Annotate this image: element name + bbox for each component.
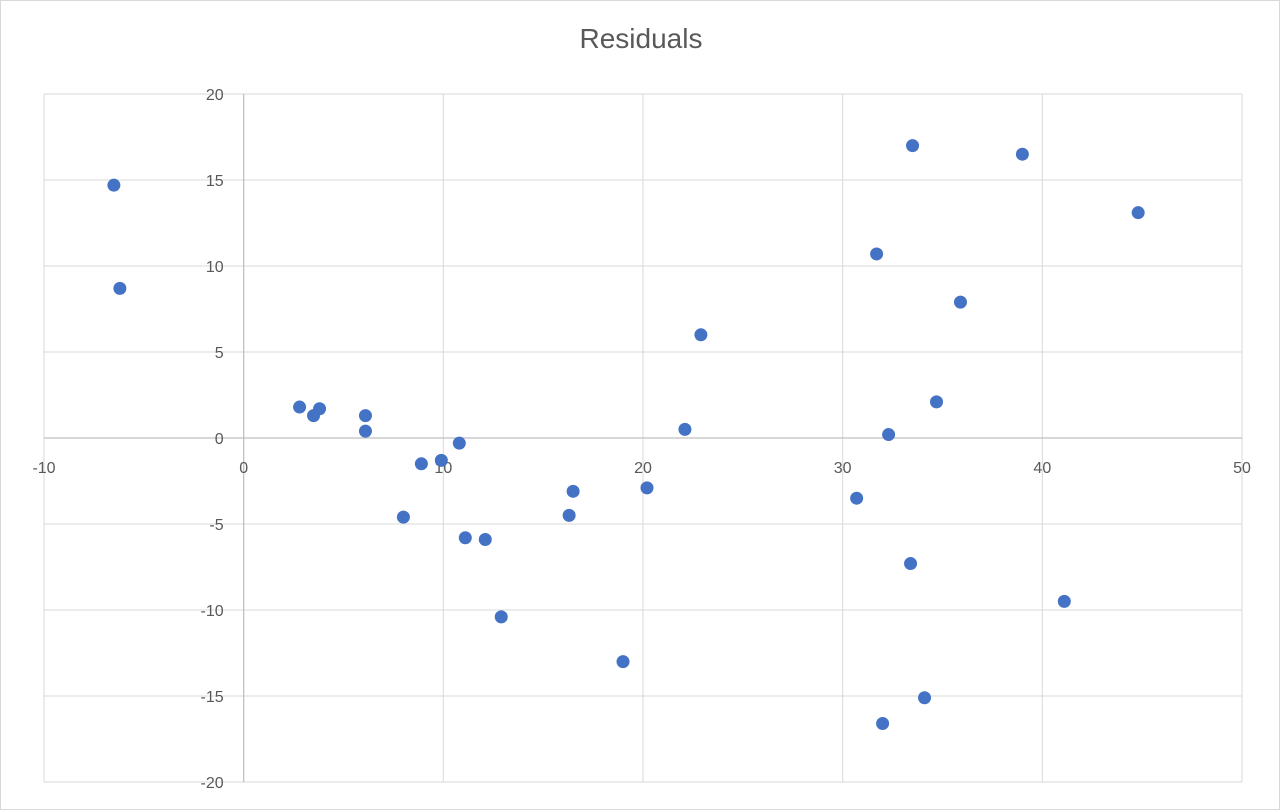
x-tick-label: 50 [1233,460,1251,477]
data-point [313,402,327,416]
data-point [396,510,410,524]
data-point [953,295,967,309]
data-point [494,610,508,624]
y-tick-label: 15 [206,173,224,190]
data-point [452,436,466,450]
y-tick-label: 10 [206,259,224,276]
y-tick-label: 20 [206,87,224,104]
y-tick-label: 0 [215,431,224,448]
data-point [566,484,580,498]
y-tick-label: -10 [201,603,224,620]
data-point [870,247,884,261]
data-point [107,178,121,192]
data-point [678,422,692,436]
data-point [616,655,630,669]
data-point [1015,147,1029,161]
data-point [562,508,576,522]
data-point [113,281,127,295]
chart-title: Residuals [579,23,703,54]
x-tick-label: -10 [32,460,55,477]
data-point [904,557,918,571]
data-point [640,481,654,495]
data-point [358,424,372,438]
data-point [434,453,448,467]
axes [44,94,1242,782]
x-tick-label: 30 [834,460,852,477]
y-tick-label: -5 [209,517,223,534]
data-point [358,409,372,423]
data-point [1131,206,1145,220]
data-point [694,328,708,342]
data-point [478,532,492,546]
data-point [458,531,472,545]
data-point [876,717,890,731]
data-points [107,139,1145,731]
data-point [414,457,428,471]
y-tick-label: 5 [215,345,224,362]
y-tick-label: -15 [201,689,224,706]
data-point [918,691,932,705]
y-tick-label: -20 [201,775,224,792]
x-tick-label: 0 [239,460,248,477]
data-point [906,139,920,153]
data-point [850,491,864,505]
x-tick-label: 40 [1033,460,1051,477]
data-point [930,395,944,409]
data-point [882,428,896,442]
x-tick-label: 20 [634,460,652,477]
data-point [293,400,307,414]
data-point [1057,594,1071,608]
